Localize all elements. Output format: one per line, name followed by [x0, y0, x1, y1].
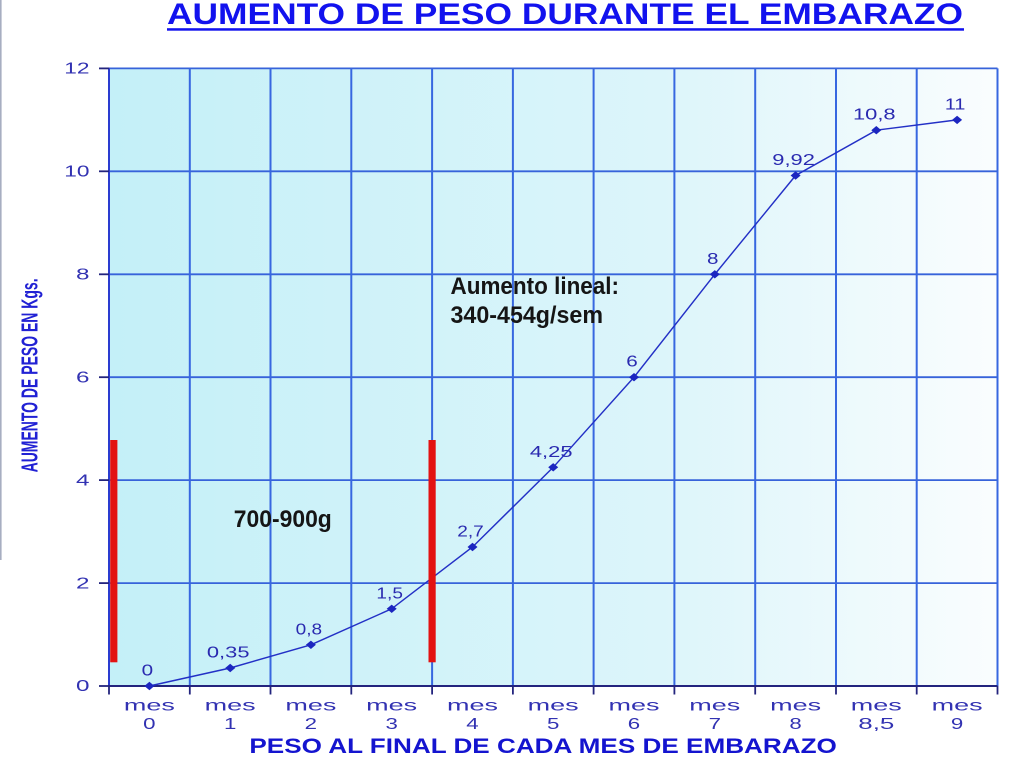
svg-text:AUMENTO DE PESO EN Kgs.: AUMENTO DE PESO EN Kgs.	[17, 278, 43, 472]
svg-text:6: 6	[626, 354, 638, 371]
svg-text:mes: mes	[851, 698, 902, 715]
svg-text:mes: mes	[205, 698, 256, 715]
svg-text:2: 2	[305, 716, 318, 733]
svg-text:9: 9	[951, 716, 964, 733]
svg-text:340-454g/sem: 340-454g/sem	[451, 302, 604, 329]
svg-text:9,92: 9,92	[772, 152, 815, 169]
svg-text:mes: mes	[932, 698, 983, 715]
svg-text:mes: mes	[124, 698, 175, 715]
svg-text:8,5: 8,5	[858, 716, 894, 733]
svg-text:mes: mes	[689, 698, 740, 715]
svg-text:mes: mes	[447, 698, 498, 715]
svg-text:PESO AL FINAL DE CADA MES DE E: PESO AL FINAL DE CADA MES DE EMBARAZO	[249, 734, 837, 758]
svg-text:0,8: 0,8	[296, 621, 323, 638]
svg-text:mes: mes	[285, 698, 336, 715]
svg-text:4: 4	[76, 472, 90, 489]
svg-text:8: 8	[707, 251, 719, 268]
svg-text:10: 10	[64, 164, 89, 181]
svg-text:8: 8	[789, 716, 802, 733]
svg-text:700-900g: 700-900g	[234, 506, 332, 533]
svg-text:4: 4	[466, 716, 479, 733]
svg-text:2: 2	[76, 575, 90, 592]
svg-text:mes: mes	[770, 698, 821, 715]
svg-text:0: 0	[142, 663, 154, 680]
svg-text:2,7: 2,7	[457, 524, 484, 541]
svg-text:6: 6	[628, 716, 641, 733]
svg-text:11: 11	[945, 96, 966, 113]
svg-text:1,5: 1,5	[376, 585, 403, 602]
svg-text:12: 12	[64, 61, 89, 78]
svg-text:7: 7	[709, 716, 722, 733]
svg-text:0: 0	[76, 678, 90, 695]
svg-text:AUMENTO DE PESO DURANTE EL EMB: AUMENTO DE PESO DURANTE EL EMBARAZO	[167, 0, 963, 31]
svg-text:4,25: 4,25	[530, 444, 573, 461]
svg-text:mes: mes	[528, 698, 579, 715]
svg-text:5: 5	[547, 716, 560, 733]
svg-text:0: 0	[143, 716, 156, 733]
svg-text:mes: mes	[609, 698, 660, 715]
svg-text:6: 6	[76, 369, 90, 386]
svg-text:0,35: 0,35	[207, 645, 250, 662]
svg-text:1: 1	[224, 716, 237, 733]
svg-text:mes: mes	[366, 698, 417, 715]
svg-text:8: 8	[76, 267, 90, 284]
svg-text:Aumento lineal:: Aumento lineal:	[451, 273, 620, 300]
svg-text:10,8: 10,8	[853, 107, 896, 124]
svg-text:3: 3	[386, 716, 399, 733]
